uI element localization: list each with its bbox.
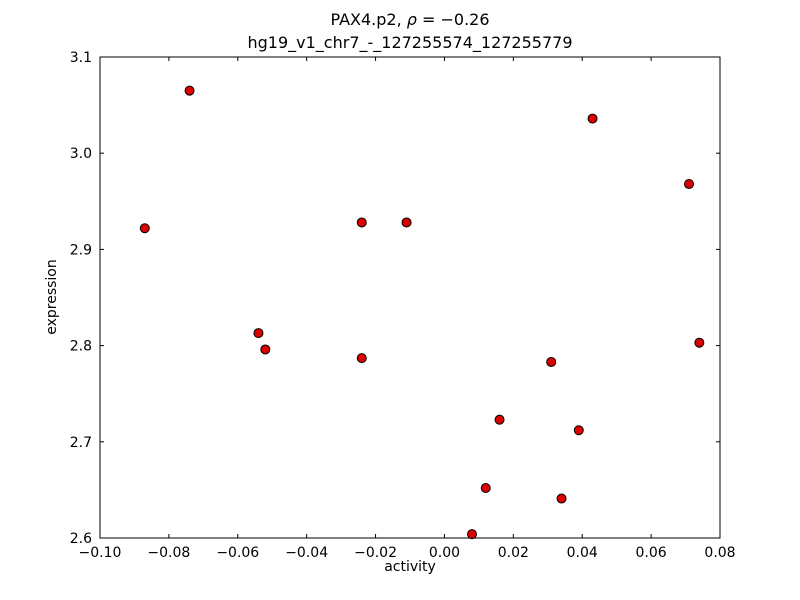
- data-point: [356, 217, 367, 228]
- chart-title-block: PAX4.p2, ρ = −0.26 hg19_v1_chr7_-_127255…: [247, 8, 572, 54]
- x-tick-label: −0.08: [147, 545, 190, 561]
- y-tick-label: 3.1: [70, 50, 92, 66]
- data-point: [356, 353, 367, 364]
- data-point: [480, 482, 491, 493]
- data-point: [556, 493, 567, 504]
- x-axis-label: activity: [384, 559, 436, 575]
- y-tick-label: 3.0: [70, 146, 92, 162]
- chart-title: PAX4.p2, ρ = −0.26: [247, 8, 572, 31]
- data-point: [260, 344, 271, 355]
- chart-subtitle: hg19_v1_chr7_-_127255574_127255779: [247, 33, 573, 52]
- data-point: [587, 113, 598, 124]
- x-tick-label: 0.06: [636, 545, 667, 561]
- title-rho-value: = −0.26: [416, 10, 490, 29]
- x-tick-label: −0.10: [79, 545, 122, 561]
- y-tick-label: 2.8: [70, 339, 92, 355]
- data-point: [467, 529, 477, 540]
- data-point: [253, 328, 264, 339]
- x-tick-label: −0.02: [354, 545, 397, 561]
- x-tick-label: 0.00: [429, 545, 460, 561]
- data-point: [139, 223, 150, 234]
- y-axis-label: expression: [44, 259, 60, 335]
- data-point: [401, 217, 412, 228]
- x-tick-label: 0.04: [567, 545, 598, 561]
- x-tick-label: −0.06: [216, 545, 259, 561]
- y-tick-label: 2.6: [70, 531, 92, 547]
- data-point: [694, 337, 705, 348]
- y-tick-label: 2.9: [70, 242, 92, 258]
- data-point: [684, 178, 694, 189]
- x-tick-label: 0.08: [704, 545, 735, 561]
- x-tick-label: −0.04: [285, 545, 328, 561]
- data-point: [184, 85, 195, 96]
- y-tick-label: 2.7: [70, 435, 92, 451]
- plot-frame: [99, 56, 721, 539]
- x-tick-label: 0.02: [498, 545, 529, 561]
- title-text: PAX4.p2,: [330, 10, 407, 29]
- data-point: [494, 414, 505, 425]
- title-rho-symbol: ρ: [406, 10, 417, 29]
- data-point: [573, 425, 584, 436]
- data-point: [546, 356, 557, 367]
